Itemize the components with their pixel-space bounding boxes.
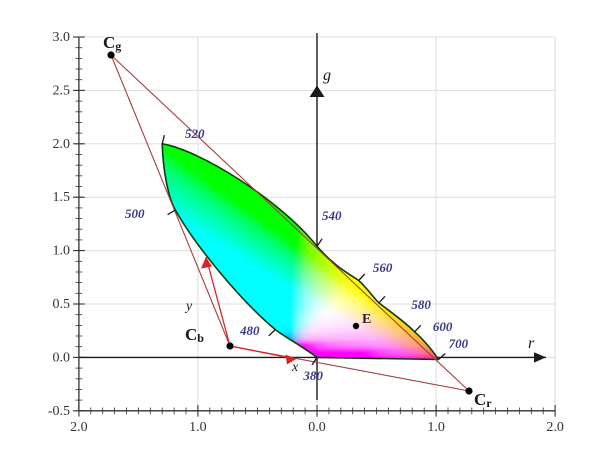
svg-text:500: 500 <box>125 206 145 221</box>
svg-text:-0.5: -0.5 <box>48 404 70 419</box>
svg-text:380: 380 <box>302 368 323 383</box>
svg-text:2.0: 2.0 <box>53 137 71 152</box>
svg-text:0.0: 0.0 <box>308 420 326 435</box>
svg-text:580: 580 <box>411 297 431 312</box>
svg-text:1.0: 1.0 <box>427 420 445 435</box>
svg-text:1.0: 1.0 <box>189 420 207 435</box>
svg-text:560: 560 <box>373 260 393 275</box>
svg-text:600: 600 <box>433 319 453 334</box>
svg-text:0.0: 0.0 <box>53 350 71 365</box>
svg-text:520: 520 <box>185 126 205 141</box>
svg-text:x: x <box>291 360 299 375</box>
svg-text:y: y <box>184 299 193 314</box>
svg-text:Cg: Cg <box>103 33 121 53</box>
svg-text:Cb: Cb <box>185 325 204 345</box>
svg-text:540: 540 <box>322 208 342 223</box>
svg-text:3.0: 3.0 <box>53 30 71 45</box>
svg-text:700: 700 <box>449 336 469 351</box>
svg-text:r: r <box>528 335 535 352</box>
svg-text:2.0: 2.0 <box>70 420 88 435</box>
svg-text:2.0: 2.0 <box>546 420 564 435</box>
svg-text:1.5: 1.5 <box>53 190 71 205</box>
svg-text:1.0: 1.0 <box>53 244 71 259</box>
svg-text:E: E <box>362 312 371 327</box>
svg-text:Cr: Cr <box>474 390 492 410</box>
svg-text:480: 480 <box>239 323 260 338</box>
svg-text:g: g <box>323 67 331 84</box>
svg-text:2.5: 2.5 <box>53 83 71 98</box>
svg-text:0.5: 0.5 <box>53 297 71 312</box>
